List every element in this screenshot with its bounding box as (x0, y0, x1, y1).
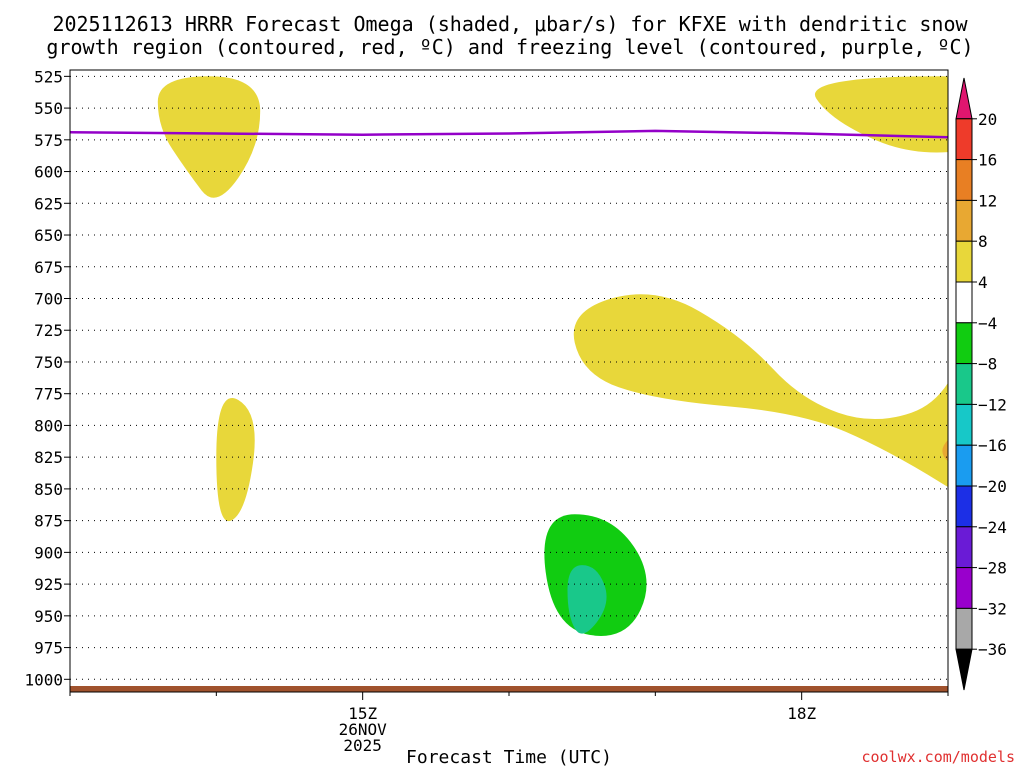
colorbar-label-9: −20 (978, 477, 1007, 496)
colorbar-segment-2 (955, 567, 973, 609)
chart-title-line1: 2025112613 HRRR Forecast Omega (shaded, … (52, 12, 968, 36)
colorbar-label-7: −12 (978, 395, 1007, 414)
y-tick-label-750: 750 (34, 353, 63, 372)
x-axis: 15Z26NOV202518Z21Z00Z27NOV03Z06Z (69, 692, 949, 755)
colorbar-label-10: −24 (978, 518, 1007, 537)
colorbar-label-0: 20 (978, 110, 997, 129)
omega-region-27 (222, 620, 274, 652)
colorbar-label-3: 8 (978, 232, 988, 251)
y-tick-label-825: 825 (34, 448, 63, 467)
y-tick-label-800: 800 (34, 416, 63, 435)
colorbar-segment-10 (955, 240, 973, 283)
x-axis-label: Forecast Time (UTC) (406, 747, 612, 768)
freezing-level-contour (70, 129, 948, 139)
y-tick-label-675: 675 (34, 258, 63, 277)
colorbar-segment-4 (955, 485, 973, 528)
colorbar-label-5: −4 (978, 314, 997, 333)
colorbar-segment-14 (955, 77, 973, 120)
y-tick-label-925: 925 (34, 575, 63, 594)
credit-text: coolwx.com/models (861, 748, 1015, 766)
y-tick-label-900: 900 (34, 543, 63, 562)
omega-region-25 (567, 565, 607, 634)
omega-region-22 (910, 247, 948, 332)
omega-region-1 (814, 76, 948, 153)
y-tick-label-1000: 1000 (24, 670, 63, 689)
y-tick-label-950: 950 (34, 607, 63, 626)
ground-surface-strip (70, 686, 948, 692)
colorbar-segment-7 (955, 363, 973, 405)
omega-region-5 (421, 108, 509, 178)
y-tick-label-550: 550 (34, 99, 63, 118)
x-tick-label-0-0: 15Z (348, 704, 377, 723)
x-tick-label-0-1: 26NOV (339, 720, 388, 739)
y-tick-label-725: 725 (34, 321, 63, 340)
colorbar-segment-1 (955, 607, 973, 650)
colorbar-label-11: −28 (978, 559, 1007, 578)
colorbar-segment-9 (955, 281, 973, 324)
colorbar-label-1: 16 (978, 151, 997, 170)
omega-region-0 (157, 76, 261, 198)
chart-title-line2: growth region (contoured, red, ºC) and f… (46, 35, 973, 59)
colorbar-segment-5 (955, 444, 973, 487)
colorbar-segment-3 (955, 526, 973, 569)
omega-shading (157, 76, 948, 680)
y-tick-label-575: 575 (34, 131, 63, 150)
colorbar-label-4: 4 (978, 273, 988, 292)
colorbar-label-6: −8 (978, 355, 997, 374)
omega-region-26 (216, 398, 255, 522)
y-tick-label-600: 600 (34, 163, 63, 182)
colorbar-segment-13 (955, 118, 973, 161)
y-tick-label-875: 875 (34, 512, 63, 531)
y-tick-label-525: 525 (34, 67, 63, 86)
y-axis: 525 550 575 600 625 650 675 700 725 750 775 800 825 8… (24, 67, 70, 689)
colorbar-label-13: −36 (978, 640, 1007, 659)
colorbar: 20 16 12 8 4 −4 −8 −12 −16 −20 −24 −28 −32 −36 (955, 77, 1007, 691)
pressure-gridlines (70, 75, 948, 680)
y-tick-label-650: 650 (34, 226, 63, 245)
colorbar-segment-6 (955, 403, 973, 446)
y-tick-label-625: 625 (34, 194, 63, 213)
x-tick-label-1-0: 18Z (787, 704, 816, 723)
colorbar-segment-11 (955, 199, 973, 242)
y-tick-label-850: 850 (34, 480, 63, 499)
y-tick-label-975: 975 (34, 639, 63, 658)
omega-region-20 (573, 294, 948, 488)
omega-region-21 (942, 439, 948, 462)
y-tick-label-700: 700 (34, 289, 63, 308)
colorbar-label-8: −16 (978, 436, 1007, 455)
colorbar-label-12: −32 (978, 599, 1007, 618)
colorbar-segment-12 (955, 159, 973, 201)
colorbar-segment-8 (955, 322, 973, 365)
colorbar-label-2: 12 (978, 191, 997, 210)
x-tick-label-0-2: 2025 (343, 736, 382, 755)
plot-area (70, 70, 948, 692)
y-tick-label-775: 775 (34, 385, 63, 404)
colorbar-segment-0 (955, 648, 973, 691)
